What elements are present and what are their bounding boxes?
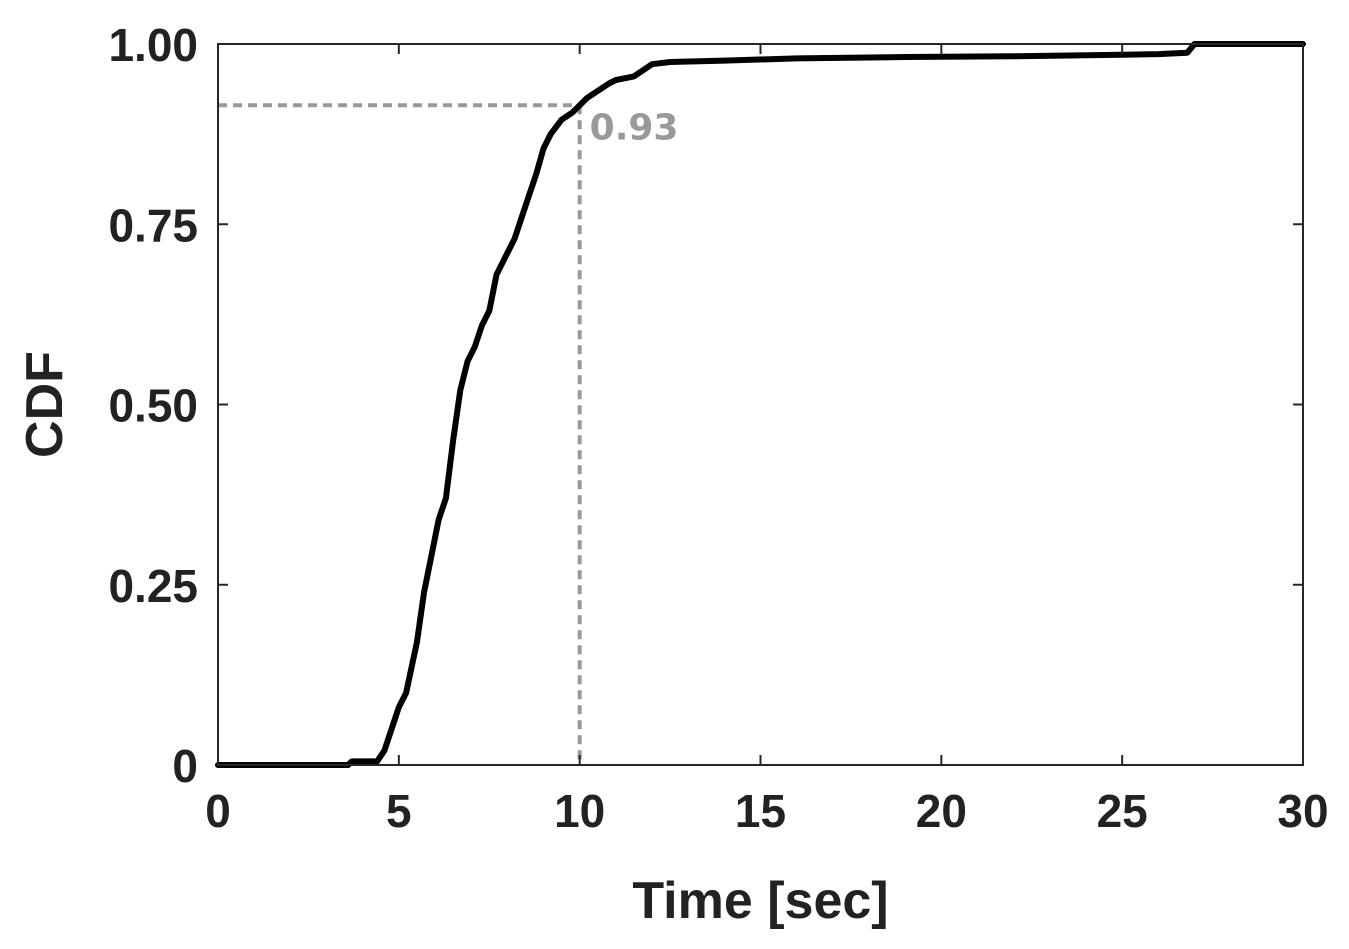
series-group bbox=[215, 41, 1306, 768]
y-tick-label: 1.00 bbox=[108, 19, 198, 71]
x-tick-label: 25 bbox=[1097, 785, 1148, 837]
x-axis-title: Time [sec] bbox=[632, 872, 888, 930]
x-tick-label: 20 bbox=[916, 785, 967, 837]
labels-group: 0 5 10 15 20 25 30 0 0.25 0.50 0.75 1.00 Time [sec] C… bbox=[16, 19, 1329, 930]
x-tick-label: 30 bbox=[1277, 785, 1328, 837]
x-tick-label: 10 bbox=[554, 785, 605, 837]
cdf-series-line bbox=[215, 41, 1306, 768]
y-tick-label: 0.50 bbox=[108, 380, 198, 432]
x-tick-label: 0 bbox=[205, 785, 231, 837]
annotation-group: 0.93 bbox=[218, 103, 679, 765]
y-tick-label: 0.25 bbox=[108, 560, 198, 612]
y-tick-label: 0 bbox=[172, 740, 198, 792]
axes-group bbox=[217, 43, 1304, 766]
y-axis-title: CDF bbox=[16, 351, 74, 458]
y-tick-label: 0.75 bbox=[108, 199, 198, 251]
x-tick-label: 15 bbox=[735, 785, 786, 837]
annotation-label: 0.93 bbox=[590, 107, 679, 148]
plot-frame bbox=[217, 43, 1304, 766]
x-tick-label: 5 bbox=[386, 785, 412, 837]
